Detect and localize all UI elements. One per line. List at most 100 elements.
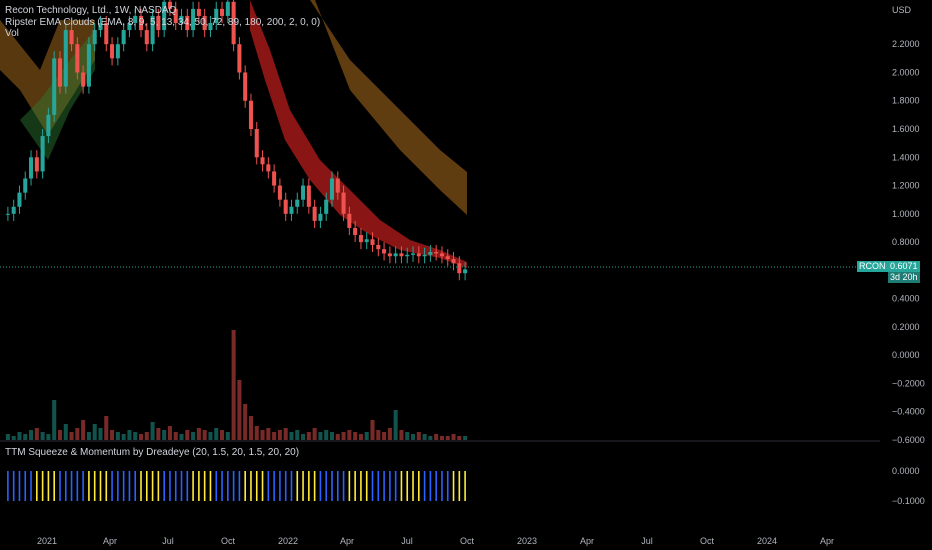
momentum-bar <box>261 471 264 501</box>
momentum-bar <box>441 471 443 501</box>
candlesticks <box>5 0 468 281</box>
volume-bar <box>439 436 444 440</box>
volume-bar <box>283 428 288 440</box>
volume-bar <box>57 430 63 440</box>
volume-bar <box>214 428 219 440</box>
time-tick-label: Oct <box>700 536 715 546</box>
legend-ttm[interactable]: TTM Squeeze & Momentum by Dreadeye (20, … <box>5 447 300 458</box>
volume-bar <box>179 434 184 440</box>
grid-lines <box>0 266 880 442</box>
momentum-bar <box>82 471 84 501</box>
candle-body <box>173 8 178 23</box>
candle-body <box>138 15 144 31</box>
candle-body <box>63 30 68 87</box>
volume-bar <box>144 432 149 440</box>
candle-body <box>410 253 416 255</box>
momentum-bar <box>250 471 252 501</box>
momentum-bar <box>244 471 246 501</box>
price-axis[interactable]: 2.2000 2.0000 1.8000 1.6000 1.4000 1.2000 1.00… <box>892 39 925 445</box>
momentum-bar <box>238 471 241 501</box>
momentum-bar <box>308 471 310 501</box>
volume-bar <box>231 330 236 440</box>
volume-bar <box>220 430 225 440</box>
candle-body <box>434 251 439 254</box>
candle-body <box>104 23 109 45</box>
volume-bar <box>23 434 28 440</box>
momentum-bar <box>59 471 61 501</box>
price-tick-label: 0.2000 <box>892 322 920 332</box>
candle-body <box>277 185 282 200</box>
momentum-bar <box>435 471 437 501</box>
volume-bar <box>370 420 375 440</box>
volume-bar <box>445 436 450 440</box>
candle-body <box>237 44 242 73</box>
volume-bar <box>318 432 323 440</box>
momentum-bar <box>389 471 391 501</box>
momentum-bar <box>429 471 432 501</box>
momentum-bar <box>169 471 171 501</box>
price-tick-label: 1.8000 <box>892 96 920 106</box>
volume-bar <box>115 432 120 440</box>
volume-bar <box>40 432 45 440</box>
volume-bar <box>341 432 346 440</box>
volume-bar <box>329 432 335 440</box>
candle-body <box>248 100 253 130</box>
candle-body <box>179 15 184 23</box>
last-price-badge: 0.6071 <box>888 261 920 272</box>
volume-bar <box>364 432 369 440</box>
momentum-bar <box>232 471 235 501</box>
volume-bar <box>202 430 207 440</box>
volume-bar <box>121 434 126 440</box>
momentum-bar <box>122 471 125 501</box>
momentum-bar <box>267 471 270 501</box>
momentum-bar <box>319 471 322 501</box>
candle-body <box>29 157 34 179</box>
momentum-bar <box>105 471 108 501</box>
candle-body <box>127 23 132 31</box>
volume-bar <box>266 428 271 440</box>
volume-bar <box>34 428 39 440</box>
time-axis[interactable]: 2021 Apr Jul Oct 2022 Apr Jul Oct 2023 Apr Jul Oct 2… <box>37 536 834 546</box>
volume-bar <box>277 430 282 440</box>
momentum-bar <box>64 471 67 501</box>
legend-main[interactable]: Recon Technology, Ltd., 1W, NASDAQ <box>5 5 177 16</box>
price-tick-label: 1.4000 <box>892 152 920 162</box>
ema-cloud-short <box>250 0 467 268</box>
momentum-bar <box>418 471 420 501</box>
candle-body <box>167 1 172 9</box>
currency-label: USD <box>892 5 912 15</box>
candle-body <box>5 213 10 215</box>
momentum-bar <box>227 471 229 501</box>
candle-body <box>306 185 311 207</box>
legend-ema[interactable]: Ripster EMA Clouds (EMA, 8, 9, 5, 13, 34… <box>5 17 321 28</box>
candle-body <box>23 178 28 193</box>
ttm-axis[interactable]: 0.0000 −0.1000 <box>892 466 925 506</box>
momentum-bar <box>134 471 137 501</box>
candle-body <box>463 269 468 274</box>
candle-body <box>457 263 462 274</box>
volume-bar <box>98 428 103 440</box>
legend-vol[interactable]: Vol <box>5 28 19 39</box>
momentum-bar <box>377 471 380 501</box>
momentum-bar <box>47 471 50 501</box>
candle-body <box>295 199 300 207</box>
price-tick-label: 0.0000 <box>892 350 920 360</box>
volume-bar <box>225 432 230 440</box>
momentum-bar <box>36 471 38 501</box>
candle-body <box>260 157 265 165</box>
momentum-bar <box>41 471 44 501</box>
candle-body <box>382 249 387 254</box>
candle-body <box>121 30 126 45</box>
price-tick-label: −0.4000 <box>892 407 925 417</box>
volume-bar <box>46 434 51 440</box>
momentum-bar <box>174 471 177 501</box>
momentum-bar <box>331 471 333 501</box>
volume-bar <box>92 424 97 440</box>
volume-bar <box>428 436 433 440</box>
momentum-bar <box>192 471 194 501</box>
symbol-badge: RCON <box>857 261 888 272</box>
candle-body <box>289 206 294 214</box>
volume-bar <box>237 380 242 440</box>
volume-bar <box>399 430 404 440</box>
